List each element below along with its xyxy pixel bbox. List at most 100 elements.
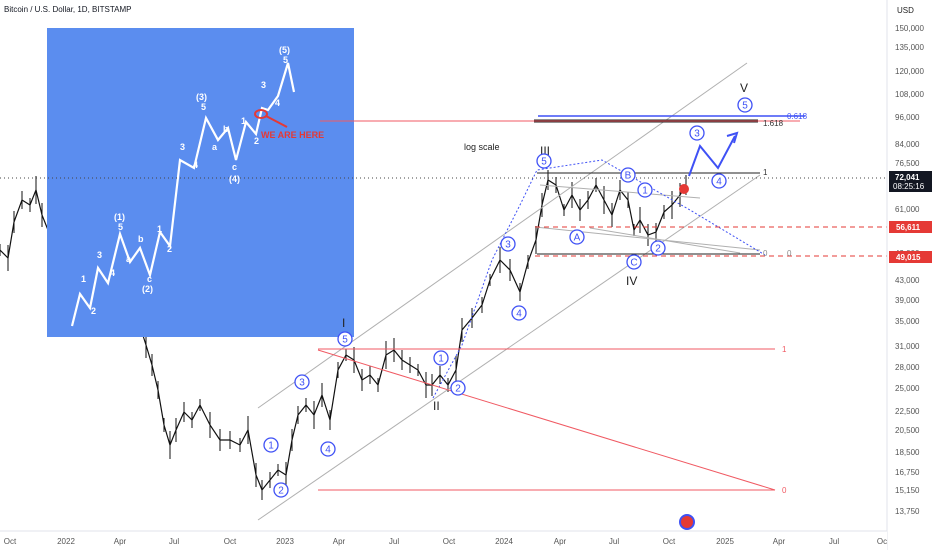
price-tick-label: 61,000 [895, 205, 920, 214]
price-tick-label: 25,000 [895, 384, 920, 393]
price-tick-label: 76,500 [895, 159, 920, 168]
price-tick-label: 18,500 [895, 448, 920, 457]
time-tick-label: 2024 [495, 537, 513, 546]
time-tick-label: Jul [169, 537, 179, 546]
inset-s3b: 3 [180, 142, 185, 152]
inset-w1: (1) [114, 212, 125, 222]
time-tick-label: Oct [663, 537, 676, 546]
wave-circle-label: 1 [642, 186, 648, 197]
chart-title: Bitcoin / U.S. Dollar, 1D, BITSTAMP [4, 5, 131, 14]
wave-circle [337, 331, 353, 347]
fib-one-a-label: 1 [763, 168, 768, 177]
wave-circle-label: 4 [325, 445, 331, 456]
wave-circle-label: A [574, 233, 581, 244]
fib-zero-c-label: 0 [782, 486, 787, 495]
wave-circle-label: 4 [716, 177, 722, 188]
wave-circle [650, 240, 666, 256]
wave-circle-label: 1 [268, 441, 274, 452]
inset-w3: (3) [196, 92, 207, 102]
fib-zero-b-label: 0 [787, 249, 792, 258]
wave-circle [620, 167, 636, 183]
fib-labels: 1.618 0.618 1 0 0 1 0 [763, 112, 808, 495]
price-tick-label: 22,500 [895, 407, 920, 416]
time-tick-label: Oct [443, 537, 456, 546]
countdown-value: 08:25:16 [893, 182, 925, 191]
inset-sab: a [212, 142, 218, 152]
wave-circle [500, 236, 516, 252]
wave-circle [637, 182, 653, 198]
fib-zero-a-label: 0 [763, 249, 768, 258]
we-are-here-marker [254, 109, 268, 119]
log-scale-label: log scale [464, 142, 500, 152]
inset-sc: c [147, 274, 152, 284]
time-ticks: Oct 2022 Apr Jul Oct 2023 Apr Jul Oct 2024 Apr Jul O… [4, 537, 887, 546]
wave-circle [294, 374, 310, 390]
wave-circle [536, 153, 552, 169]
wave-circle-label: 2 [278, 486, 284, 497]
price-tick-label: 120,000 [895, 67, 924, 76]
inset-sb: b [138, 234, 144, 244]
fib-one-b-label: 1 [782, 345, 787, 354]
currency-label: USD [897, 6, 914, 15]
inset-s4b: 4 [193, 160, 198, 170]
current-price-value: 72,041 [895, 173, 920, 182]
time-tick-label: Apr [554, 537, 567, 546]
time-tick-label: Oct [4, 537, 17, 546]
price-tick-label: 96,000 [895, 113, 920, 122]
time-tick-label: Apr [773, 537, 786, 546]
we-are-here-label: WE ARE HERE [261, 130, 324, 140]
price-tick-label: 15,150 [895, 486, 920, 495]
wave-circle-label: C [630, 258, 637, 269]
price-tick-label: 150,000 [895, 24, 924, 33]
wave-V: V [740, 81, 748, 95]
price-tick-label: 31,000 [895, 342, 920, 351]
inset-scb: c [232, 162, 237, 172]
wave-circle-label: 5 [541, 157, 547, 168]
time-tick-label: Oct [224, 537, 237, 546]
wave-circle [511, 305, 527, 321]
time-tick-label: Apr [114, 537, 127, 546]
level-a-tag [889, 221, 932, 233]
inset-sbb: b [223, 124, 229, 134]
inset-s5c: 5 [283, 55, 288, 65]
time-tick-label: 2025 [716, 537, 734, 546]
level-a-value: 56,611 [896, 223, 921, 232]
wave-circle-label: 1 [438, 354, 444, 365]
wave-I: I [342, 316, 345, 330]
price-tick-label: 39,000 [895, 296, 920, 305]
inset-s2b: 2 [167, 244, 172, 254]
wave-circle [711, 173, 727, 189]
wave-circle [450, 380, 466, 396]
inset-s5: 5 [118, 222, 123, 232]
time-tick-label: Jul [609, 537, 619, 546]
wave-circle [689, 125, 705, 141]
inset-s2: 2 [91, 306, 96, 316]
we-are-here-pointer [265, 115, 288, 128]
time-axis-panel [0, 531, 887, 550]
wave-circle [433, 350, 449, 366]
wave-circle-label: B [625, 171, 632, 182]
level-b-tag [889, 251, 932, 263]
us-flag-icon[interactable] [679, 514, 695, 530]
inset-s1: 1 [81, 274, 86, 284]
price-tick-label: 84,000 [895, 140, 920, 149]
wave-circle-label: 5 [742, 101, 748, 112]
wave-circle-label: 2 [455, 384, 461, 395]
inset-s1b: 1 [157, 224, 162, 234]
wave-circle [320, 441, 336, 457]
projection-arrow [688, 135, 736, 177]
wave-circle [737, 97, 753, 113]
fib-target-lines [534, 115, 805, 255]
inset-s4c: 4 [275, 98, 280, 108]
price-axis-panel [887, 0, 932, 550]
wave-circle-label: 2 [655, 244, 661, 255]
inset-s3c: 3 [261, 80, 266, 90]
time-tick-label: Oc [877, 537, 887, 546]
wave-circle [263, 437, 279, 453]
price-tick-label: 108,000 [895, 90, 924, 99]
fib-red-lines [317, 120, 890, 491]
inset-wave-path [70, 62, 296, 327]
inset-s4: 4 [110, 268, 115, 278]
price-tick-label: 16,750 [895, 468, 920, 477]
